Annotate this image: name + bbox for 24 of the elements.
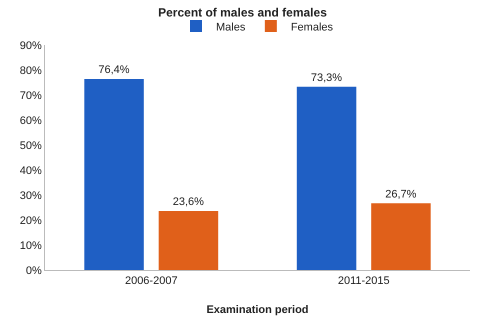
bar	[84, 79, 144, 270]
y-tick-label: 10%	[20, 240, 42, 252]
legend-label: Males	[216, 21, 246, 34]
data-label: 26,7%	[385, 188, 417, 200]
bar	[158, 211, 218, 270]
bar	[371, 203, 431, 270]
y-tick-label: 40%	[20, 164, 42, 177]
y-tick-label: 80%	[20, 64, 42, 77]
data-label: 73,3%	[310, 72, 342, 84]
y-tick-label: 20%	[20, 214, 42, 227]
y-tick-label: 70%	[20, 90, 42, 102]
y-tick-label: 0%	[26, 264, 42, 277]
y-tick-label: 60%	[20, 114, 42, 127]
y-tick-label: 50%	[20, 140, 42, 152]
legend-label: Females	[290, 21, 334, 34]
data-label: 76,4%	[98, 64, 130, 76]
y-tick-label: 90%	[20, 40, 42, 52]
bar	[296, 86, 356, 270]
data-label: 23,6%	[172, 196, 204, 208]
x-tick-label: 2006-2007	[124, 275, 178, 288]
x-axis-title: Examination period	[206, 304, 309, 316]
x-tick-label: 2011-2015	[338, 275, 390, 288]
chart-title: Percent of males and females	[158, 5, 328, 20]
y-tick-label: 30%	[20, 190, 42, 202]
